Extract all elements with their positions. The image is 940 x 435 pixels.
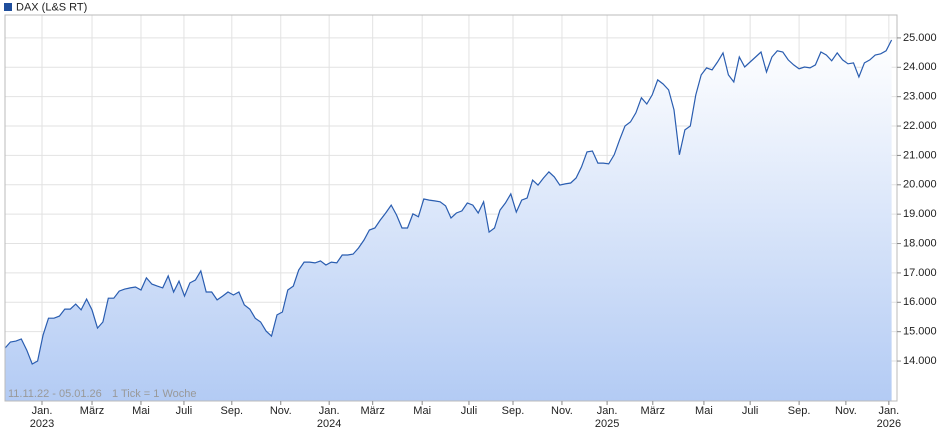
- x-tick-label: Mai: [695, 405, 713, 417]
- y-tick-label: 17.000: [903, 267, 937, 279]
- y-tick-label: 24.000: [903, 61, 937, 73]
- x-tick-label: Mai: [413, 405, 431, 417]
- year-label: 2026: [877, 418, 901, 430]
- year-label: 2025: [595, 418, 619, 430]
- plot: [4, 39, 893, 401]
- tick-note: 1 Tick = 1 Woche: [112, 388, 196, 400]
- x-tick-label: Jan.: [319, 405, 340, 417]
- x-tick-label: Juli: [176, 405, 193, 417]
- legend-swatch: [4, 3, 12, 11]
- x-tick-label: Juli: [461, 405, 478, 417]
- y-tick-label: 25.000: [903, 32, 937, 44]
- y-tick-label: 18.000: [903, 237, 937, 249]
- y-tick-label: 15.000: [903, 326, 937, 338]
- x-tick-label: Nov.: [551, 405, 573, 417]
- date-range: 11.11.22 - 05.01.26: [8, 388, 102, 400]
- y-tick-label: 16.000: [903, 296, 937, 308]
- x-tick-label: Nov.: [835, 405, 857, 417]
- y-tick-label: 14.000: [903, 355, 937, 367]
- y-tick-label: 20.000: [903, 179, 937, 191]
- x-tick-label: Jan.: [32, 405, 53, 417]
- area: [5, 40, 892, 401]
- year-label: 2023: [30, 418, 54, 430]
- x-tick-label: Sep.: [788, 405, 811, 417]
- line: [4, 39, 893, 365]
- legend-label: DAX (L&S RT): [16, 1, 87, 13]
- x-tick-label: Sep.: [220, 405, 243, 417]
- plot-border: [4, 14, 898, 402]
- x-tick-label: März: [360, 405, 384, 417]
- x-tick-label: März: [80, 405, 104, 417]
- x-tick-label: Jan.: [597, 405, 618, 417]
- y-tick-label: 19.000: [903, 208, 937, 220]
- axes: 14.000 15.000 16.000 17.000 18.000 19.000 20.0…: [30, 32, 937, 430]
- x-tick-label: Sep.: [502, 405, 525, 417]
- x-tick-label: Nov.: [270, 405, 292, 417]
- x-tick-label: März: [641, 405, 665, 417]
- year-label: 2024: [317, 418, 341, 430]
- y-tick-label: 22.000: [903, 120, 937, 132]
- x-tick-label: Juli: [742, 405, 759, 417]
- y-tick-label: 21.000: [903, 149, 937, 161]
- x-tick-label: Jan.: [878, 405, 899, 417]
- y-tick-label: 23.000: [903, 91, 937, 103]
- x-tick-label: Mai: [132, 405, 150, 417]
